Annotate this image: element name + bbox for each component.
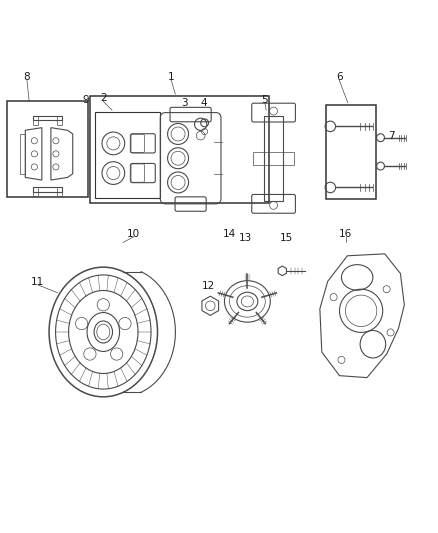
- Bar: [57, 116, 62, 125]
- Bar: [7, 101, 88, 197]
- Bar: [90, 96, 269, 203]
- Text: 8: 8: [24, 71, 30, 82]
- Bar: [33, 116, 62, 120]
- Text: 13: 13: [239, 233, 252, 243]
- Text: 14: 14: [223, 229, 237, 239]
- Text: 9: 9: [82, 95, 89, 104]
- Text: 11: 11: [31, 277, 44, 287]
- Bar: [33, 116, 38, 125]
- Bar: [33, 187, 62, 192]
- Text: 5: 5: [261, 95, 268, 104]
- Bar: [265, 116, 283, 201]
- Bar: [33, 187, 38, 197]
- Text: 7: 7: [388, 131, 395, 141]
- Bar: [57, 187, 62, 197]
- Text: 12: 12: [201, 281, 215, 291]
- Text: 10: 10: [127, 229, 141, 239]
- Text: 1: 1: [168, 71, 174, 82]
- Bar: [95, 112, 160, 198]
- Text: 16: 16: [339, 229, 352, 239]
- Bar: [254, 152, 293, 165]
- Text: 4: 4: [201, 98, 207, 108]
- Text: 2: 2: [100, 93, 106, 103]
- Text: 6: 6: [336, 71, 343, 82]
- Text: 15: 15: [280, 233, 293, 243]
- Bar: [326, 105, 376, 199]
- Text: 3: 3: [181, 98, 187, 108]
